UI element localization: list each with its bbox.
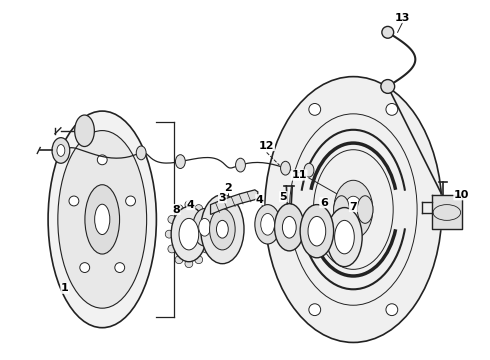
Ellipse shape xyxy=(58,131,147,308)
Ellipse shape xyxy=(80,263,90,273)
Text: 3: 3 xyxy=(219,193,226,203)
Ellipse shape xyxy=(281,161,291,175)
Text: 4: 4 xyxy=(187,199,195,210)
Ellipse shape xyxy=(274,204,304,251)
Ellipse shape xyxy=(300,204,334,258)
Ellipse shape xyxy=(175,155,185,168)
Ellipse shape xyxy=(217,220,228,238)
Ellipse shape xyxy=(168,245,176,253)
Circle shape xyxy=(386,103,398,115)
Ellipse shape xyxy=(382,26,393,38)
Ellipse shape xyxy=(210,208,235,250)
Ellipse shape xyxy=(201,195,244,264)
Text: 7: 7 xyxy=(349,202,357,212)
Ellipse shape xyxy=(115,263,124,273)
Ellipse shape xyxy=(236,158,245,172)
Ellipse shape xyxy=(195,204,203,212)
Ellipse shape xyxy=(85,185,120,254)
Ellipse shape xyxy=(171,207,207,262)
Ellipse shape xyxy=(57,145,65,156)
Ellipse shape xyxy=(308,216,326,246)
Ellipse shape xyxy=(335,220,354,254)
Ellipse shape xyxy=(195,256,203,264)
Ellipse shape xyxy=(185,260,193,267)
Ellipse shape xyxy=(165,230,173,238)
Ellipse shape xyxy=(125,196,136,206)
Ellipse shape xyxy=(199,219,211,236)
Ellipse shape xyxy=(52,138,70,163)
Ellipse shape xyxy=(202,215,210,223)
Ellipse shape xyxy=(175,204,183,212)
Ellipse shape xyxy=(381,80,394,93)
Text: 1: 1 xyxy=(61,283,69,293)
Ellipse shape xyxy=(344,196,362,223)
Ellipse shape xyxy=(74,115,95,147)
Text: 6: 6 xyxy=(320,198,328,208)
Ellipse shape xyxy=(261,213,274,235)
Ellipse shape xyxy=(48,111,156,328)
Ellipse shape xyxy=(357,196,373,223)
Ellipse shape xyxy=(168,215,176,223)
Ellipse shape xyxy=(334,180,373,239)
Circle shape xyxy=(309,103,320,115)
Text: 4: 4 xyxy=(256,195,264,205)
Ellipse shape xyxy=(327,208,362,267)
Circle shape xyxy=(386,304,398,316)
Ellipse shape xyxy=(185,201,193,208)
Text: 2: 2 xyxy=(224,183,232,193)
Ellipse shape xyxy=(265,77,442,342)
Ellipse shape xyxy=(179,219,199,250)
Circle shape xyxy=(309,304,320,316)
Text: 5: 5 xyxy=(280,192,287,202)
Ellipse shape xyxy=(98,155,107,165)
Polygon shape xyxy=(211,190,258,215)
Text: 11: 11 xyxy=(292,170,307,180)
Ellipse shape xyxy=(255,204,280,244)
Polygon shape xyxy=(432,195,462,229)
Ellipse shape xyxy=(175,256,183,264)
Ellipse shape xyxy=(282,216,296,238)
Ellipse shape xyxy=(202,245,210,253)
Ellipse shape xyxy=(205,230,213,238)
Ellipse shape xyxy=(304,163,314,177)
Text: 13: 13 xyxy=(395,13,410,23)
Ellipse shape xyxy=(69,196,79,206)
Text: 12: 12 xyxy=(259,140,274,150)
Ellipse shape xyxy=(193,208,217,246)
Text: 8: 8 xyxy=(172,204,180,215)
Text: 10: 10 xyxy=(454,190,469,200)
Ellipse shape xyxy=(334,196,349,223)
Ellipse shape xyxy=(136,146,146,160)
Ellipse shape xyxy=(95,204,110,235)
